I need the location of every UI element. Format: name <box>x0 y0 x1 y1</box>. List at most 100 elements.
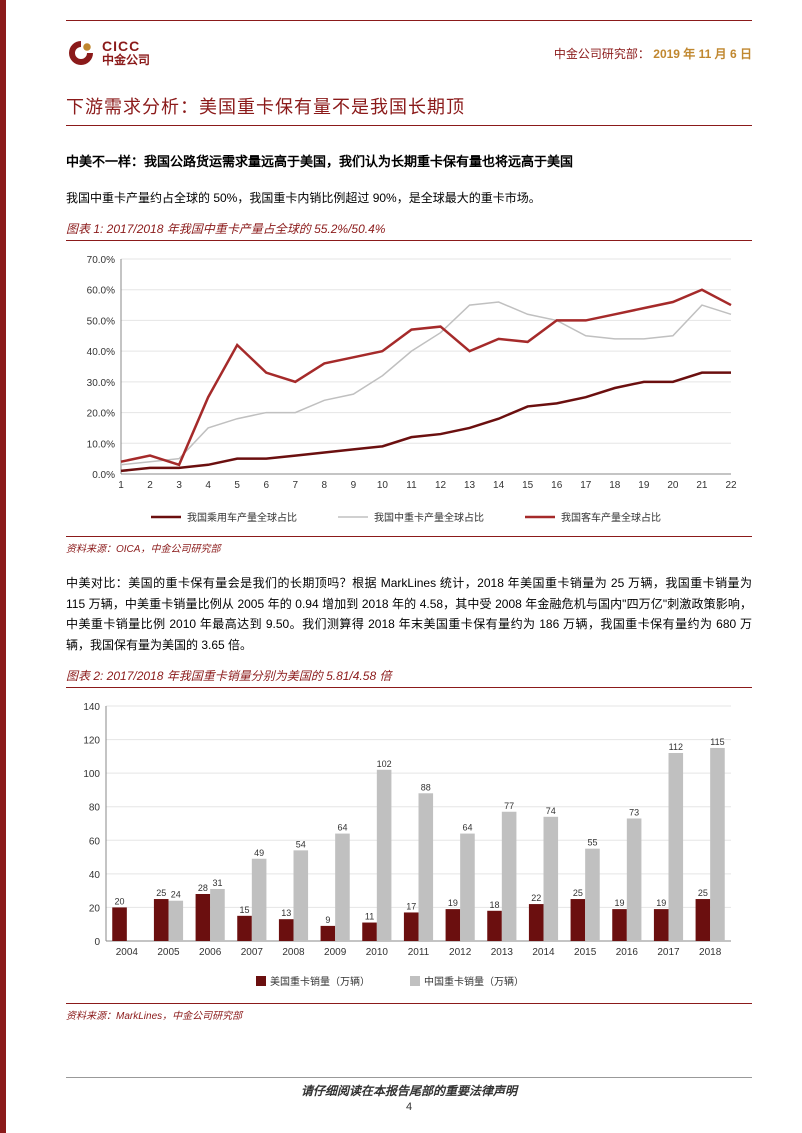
svg-text:115: 115 <box>710 737 724 747</box>
header-date: 2019 年 11 月 6 日 <box>653 47 752 61</box>
svg-text:24: 24 <box>171 890 181 900</box>
svg-text:2011: 2011 <box>408 947 430 958</box>
svg-text:60: 60 <box>89 836 101 847</box>
svg-text:21: 21 <box>696 480 708 491</box>
footer-rule <box>66 1077 752 1078</box>
svg-text:2005: 2005 <box>157 947 180 958</box>
svg-text:40: 40 <box>89 870 101 881</box>
chart2-container: 0204060801001201402020042524200528312006… <box>66 696 752 999</box>
svg-text:我国客车产量全球占比: 我国客车产量全球占比 <box>561 511 661 524</box>
svg-text:70.0%: 70.0% <box>87 255 115 266</box>
svg-text:60.0%: 60.0% <box>87 286 115 297</box>
svg-text:13: 13 <box>281 908 291 918</box>
svg-text:25: 25 <box>573 888 583 898</box>
svg-text:64: 64 <box>462 823 472 833</box>
svg-text:11: 11 <box>365 912 374 922</box>
page: CICC 中金公司 中金公司研究部： 2019 年 11 月 6 日 下游需求分… <box>0 0 802 1133</box>
svg-text:2004: 2004 <box>116 947 139 958</box>
svg-text:14: 14 <box>493 480 505 491</box>
chart2-bar-chart: 0204060801001201402020042524200528312006… <box>66 696 746 996</box>
top-rule <box>66 20 752 21</box>
logo: CICC 中金公司 <box>66 38 150 68</box>
header-right: 中金公司研究部： 2019 年 11 月 6 日 <box>554 45 752 62</box>
svg-text:2006: 2006 <box>199 947 222 958</box>
svg-text:10.0%: 10.0% <box>87 440 115 451</box>
svg-text:102: 102 <box>377 759 392 769</box>
svg-text:2008: 2008 <box>282 947 305 958</box>
svg-text:19: 19 <box>615 898 625 908</box>
svg-text:8: 8 <box>322 480 328 491</box>
svg-text:77: 77 <box>504 801 514 811</box>
chart2-source: 资料来源：MarkLines，中金公司研究部 <box>66 1003 752 1022</box>
svg-text:13: 13 <box>464 480 476 491</box>
svg-text:31: 31 <box>212 878 222 888</box>
svg-text:64: 64 <box>337 823 347 833</box>
svg-text:17: 17 <box>406 902 416 912</box>
svg-text:28: 28 <box>198 883 208 893</box>
chart1-source: 资料来源：OICA，中金公司研究部 <box>66 536 752 555</box>
svg-text:6: 6 <box>263 480 269 491</box>
svg-text:15: 15 <box>240 905 250 915</box>
svg-text:49: 49 <box>254 848 264 858</box>
header-dept: 中金公司研究部： <box>554 47 650 61</box>
svg-text:1: 1 <box>118 480 124 491</box>
svg-text:4: 4 <box>205 480 211 491</box>
footer-page: 4 <box>66 1101 752 1113</box>
svg-text:2007: 2007 <box>241 947 264 958</box>
svg-text:0.0%: 0.0% <box>92 470 115 481</box>
svg-text:12: 12 <box>435 480 447 491</box>
svg-text:2013: 2013 <box>491 947 514 958</box>
svg-text:54: 54 <box>296 839 306 849</box>
cicc-logo-icon <box>66 38 96 68</box>
svg-text:2018: 2018 <box>699 947 722 958</box>
para1: 我国中重卡产量约占全球的 50%，我国重卡内销比例超过 90%，是全球最大的重卡… <box>66 188 752 208</box>
svg-text:140: 140 <box>83 702 100 713</box>
svg-text:18: 18 <box>609 480 621 491</box>
svg-text:7: 7 <box>293 480 299 491</box>
svg-text:55: 55 <box>587 838 597 848</box>
svg-text:11: 11 <box>406 480 417 491</box>
svg-text:10: 10 <box>377 480 389 491</box>
chart1-line-chart: 0.0%10.0%20.0%30.0%40.0%50.0%60.0%70.0%1… <box>66 249 746 529</box>
para2: 中美对比：美国的重卡保有量会是我们的长期顶吗？根据 MarkLines 统计，2… <box>66 573 752 655</box>
svg-text:16: 16 <box>551 480 563 491</box>
chart1-container: 0.0%10.0%20.0%30.0%40.0%50.0%60.0%70.0%1… <box>66 249 752 532</box>
svg-text:19: 19 <box>448 898 458 908</box>
logo-text-cn: 中金公司 <box>102 54 150 67</box>
svg-text:美国重卡销量（万辆）: 美国重卡销量（万辆） <box>270 975 370 988</box>
svg-text:25: 25 <box>156 888 166 898</box>
svg-text:25: 25 <box>698 888 708 898</box>
header: CICC 中金公司 中金公司研究部： 2019 年 11 月 6 日 <box>66 38 752 68</box>
footer-text: 请仔细阅读在本报告尾部的重要法律声明 <box>66 1082 752 1099</box>
svg-text:17: 17 <box>580 480 592 491</box>
svg-text:2016: 2016 <box>616 947 639 958</box>
svg-text:112: 112 <box>669 742 683 752</box>
svg-text:我国乘用车产量全球占比: 我国乘用车产量全球占比 <box>187 511 297 524</box>
svg-text:2014: 2014 <box>532 947 555 958</box>
chart2-title: 图表 2: 2017/2018 年我国重卡销量分别为美国的 5.81/4.58 … <box>66 667 752 688</box>
svg-text:2010: 2010 <box>366 947 389 958</box>
section-title: 下游需求分析：美国重卡保有量不是我国长期顶 <box>66 93 752 126</box>
svg-text:22: 22 <box>725 480 737 491</box>
svg-text:2: 2 <box>147 480 153 491</box>
svg-text:30.0%: 30.0% <box>87 378 115 389</box>
svg-text:9: 9 <box>325 915 330 925</box>
svg-text:80: 80 <box>89 803 101 814</box>
svg-text:我国中重卡产量全球占比: 我国中重卡产量全球占比 <box>374 511 484 524</box>
svg-text:9: 9 <box>351 480 357 491</box>
svg-text:73: 73 <box>629 808 639 818</box>
chart1-title: 图表 1: 2017/2018 年我国中重卡产量占全球的 55.2%/50.4% <box>66 220 752 241</box>
footer: 请仔细阅读在本报告尾部的重要法律声明 4 <box>66 1077 752 1113</box>
svg-text:18: 18 <box>490 900 500 910</box>
svg-text:40.0%: 40.0% <box>87 348 115 359</box>
svg-text:120: 120 <box>83 736 100 747</box>
svg-text:3: 3 <box>176 480 182 491</box>
svg-text:50.0%: 50.0% <box>87 317 115 328</box>
logo-text: CICC 中金公司 <box>102 39 150 68</box>
svg-text:20: 20 <box>667 480 679 491</box>
svg-text:22: 22 <box>531 893 541 903</box>
svg-text:20: 20 <box>89 903 101 914</box>
svg-text:2015: 2015 <box>574 947 597 958</box>
svg-text:100: 100 <box>83 769 100 780</box>
svg-text:0: 0 <box>94 937 100 948</box>
